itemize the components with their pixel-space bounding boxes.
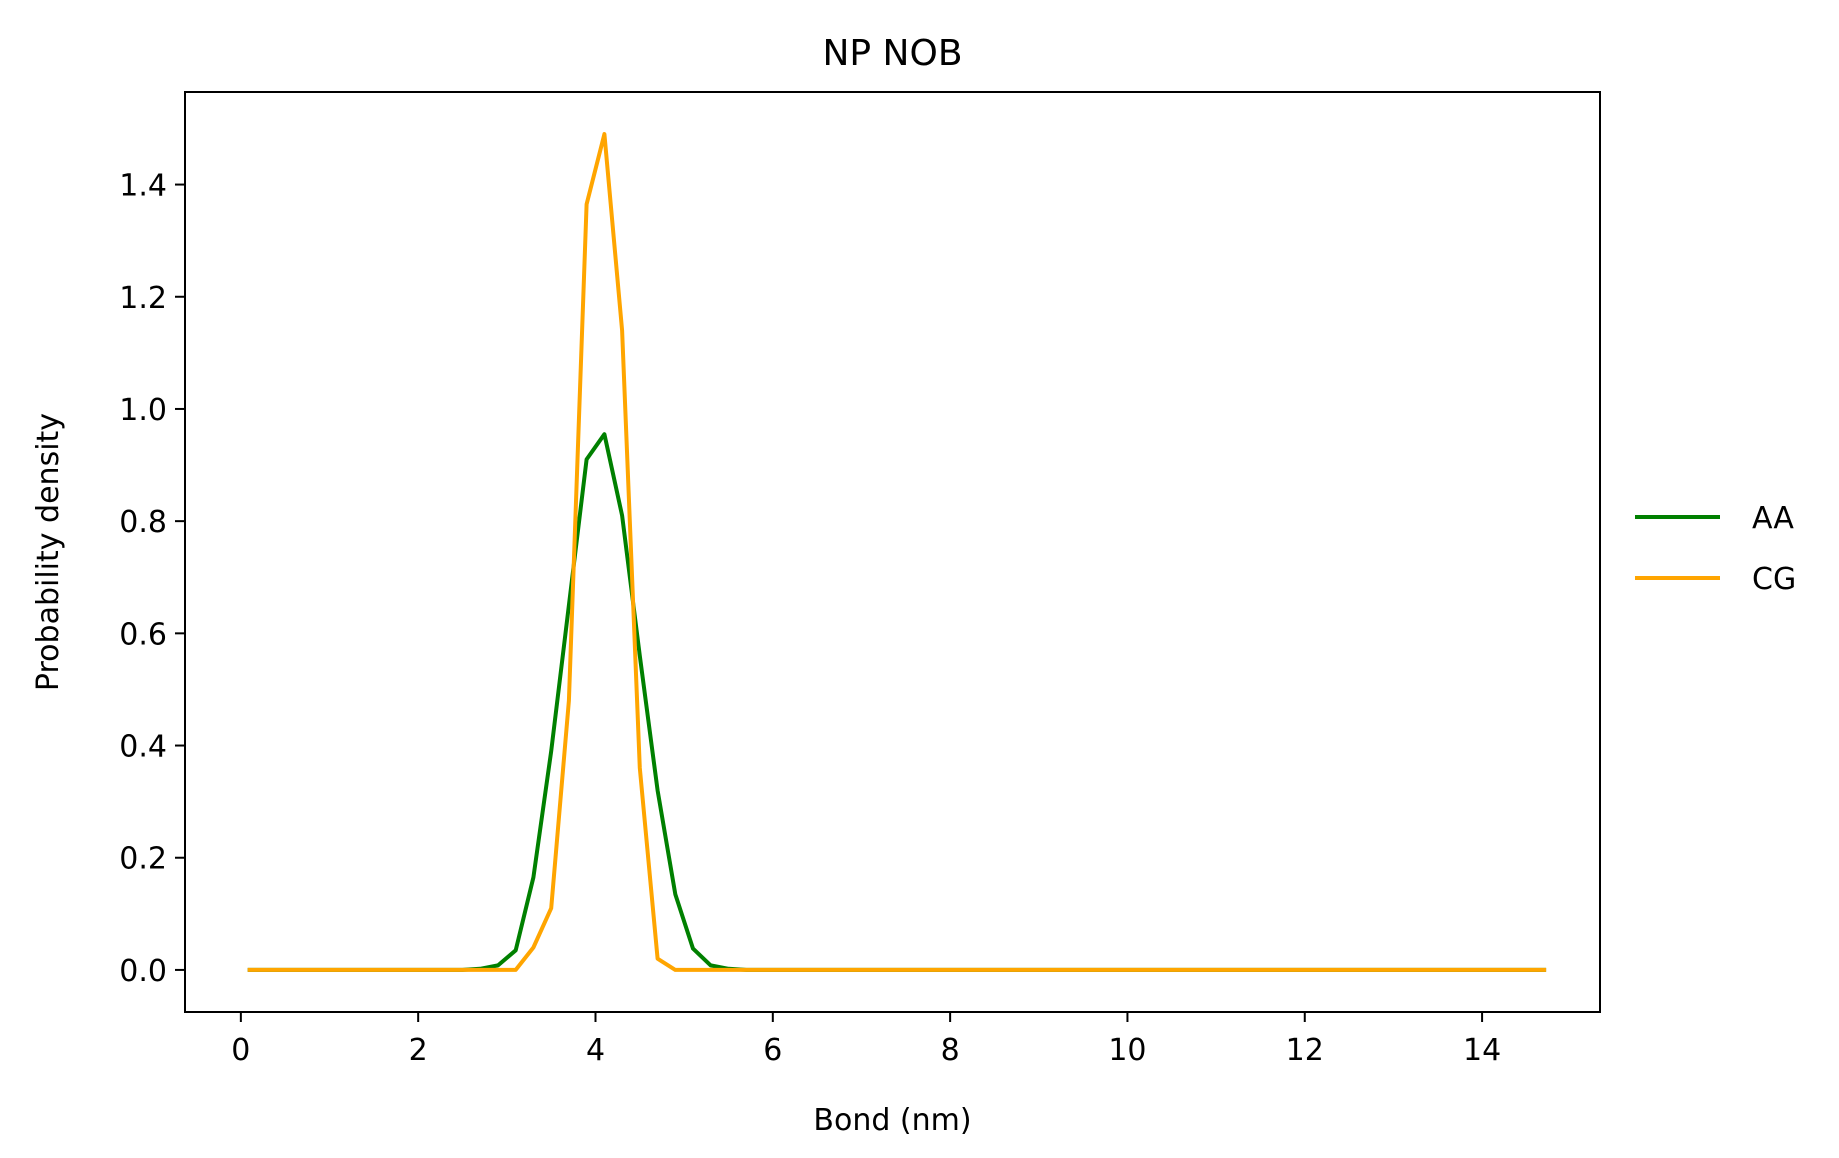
y-tick-label: 1.2 xyxy=(119,281,167,316)
x-tick-label: 4 xyxy=(586,1033,605,1068)
x-axis: 0 2 4 6 8 10 12 14 xyxy=(231,1012,1501,1068)
x-tick-label: 2 xyxy=(409,1033,428,1068)
legend-label-aa: AA xyxy=(1752,501,1794,536)
y-axis-label: Probability density xyxy=(31,413,66,691)
plot-frame xyxy=(184,91,1601,1013)
y-tick-label: 0.8 xyxy=(119,505,167,540)
chart-title: NP NOB xyxy=(822,33,962,74)
series-line-cg xyxy=(247,132,1547,972)
y-tick-label: 1.4 xyxy=(119,169,167,204)
y-tick-label: 0.4 xyxy=(119,730,167,765)
y-tick-label: 1.0 xyxy=(119,393,167,428)
x-tick-label: 8 xyxy=(941,1033,960,1068)
x-tick-label: 0 xyxy=(231,1033,250,1068)
y-axis: 0.0 0.2 0.4 0.6 0.8 1.0 1.2 1.4 xyxy=(119,169,185,989)
x-tick-label: 10 xyxy=(1108,1033,1146,1068)
x-axis-label: Bond (nm) xyxy=(813,1103,971,1138)
x-tick-label: 12 xyxy=(1286,1033,1324,1068)
x-tick-label: 6 xyxy=(763,1033,782,1068)
series-layer xyxy=(247,132,1547,972)
x-tick-label: 14 xyxy=(1463,1033,1501,1068)
y-tick-label: 0.0 xyxy=(119,954,167,989)
legend-label-cg: CG xyxy=(1752,562,1796,597)
y-tick-label: 0.6 xyxy=(119,617,167,652)
legend: AA CG xyxy=(1635,501,1796,597)
plot-area xyxy=(185,92,1600,1012)
y-tick-label: 0.2 xyxy=(119,842,167,877)
